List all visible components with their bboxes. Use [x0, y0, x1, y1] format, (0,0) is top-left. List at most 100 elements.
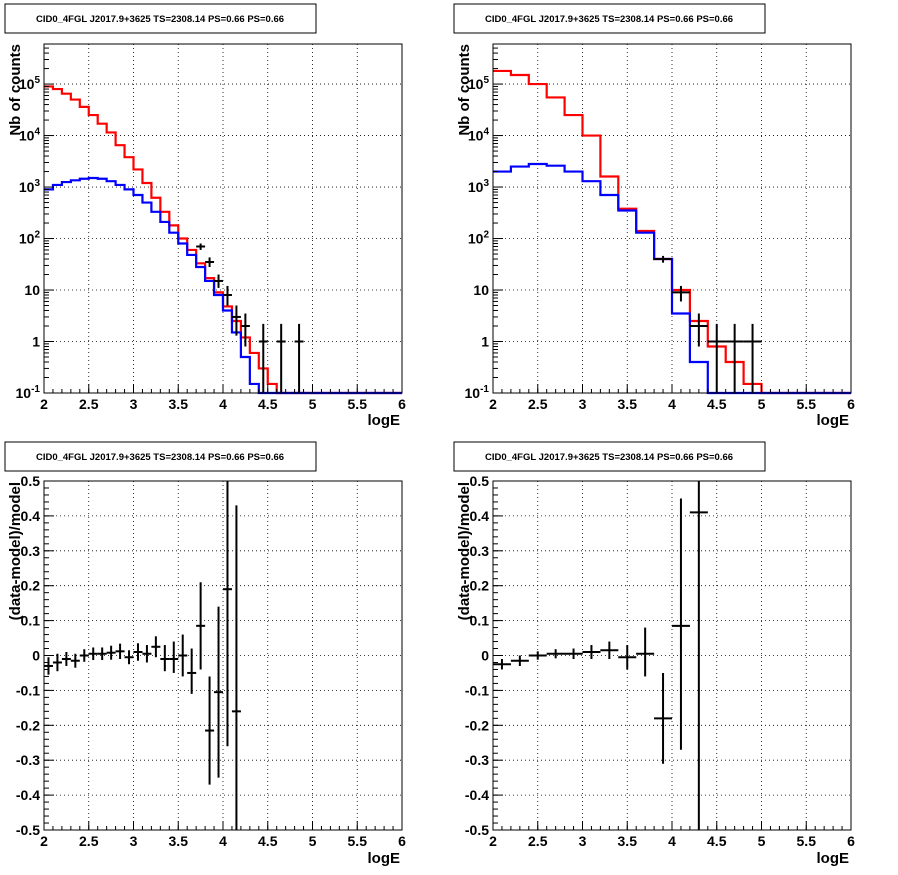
y-tick-label: 0.5	[470, 473, 490, 489]
data-point	[52, 653, 62, 672]
chart-title: CID0_4FGL J2017.9+3625 TS=2308.14 PS=0.6…	[485, 452, 733, 463]
data-point	[600, 641, 619, 659]
x-tick-label: 5	[758, 396, 766, 412]
data-point	[689, 481, 708, 830]
y-tick-label: -0.5	[465, 822, 489, 838]
data-point	[115, 643, 125, 659]
x-tick-label: 2.5	[528, 833, 548, 849]
x-tick-label: 2	[40, 833, 48, 849]
data-point	[205, 676, 215, 785]
data-point	[510, 655, 529, 666]
x-axis-label: logE	[368, 850, 401, 867]
pad-bottom-left-residuals: 2 2.5 3 3.5 4 4.5 5 5.5 6 -0.5 -0.4 -0.3 -0.2 -0.1 0 0.…	[0, 437, 449, 875]
data-point	[582, 645, 601, 659]
x-tick-label: 5	[309, 396, 317, 412]
plot-layer: 2 2.5 3 3.5 4 4.5 5 5.5 6 -0.5 -0.4 -0.3 -0.2 -0.1 0 0.…	[16, 473, 406, 849]
x-tick-label: 4	[219, 833, 227, 849]
x-tick-label: 4.5	[258, 833, 278, 849]
y-tick-label: 0.2	[21, 578, 41, 594]
x-tick-label: 4.5	[258, 396, 278, 412]
x-tick-label: 5.5	[348, 833, 368, 849]
chart-title: CID0_4FGL J2017.9+3625 TS=2308.14 PS=0.6…	[36, 14, 284, 25]
data-point	[214, 606, 224, 778]
y-tick-exponent: 3	[483, 178, 489, 189]
y-tick-label: 0.5	[21, 473, 41, 489]
x-tick-label: 5.5	[348, 396, 368, 412]
data-point	[231, 305, 241, 336]
x-tick-label: 4	[668, 396, 676, 412]
x-tick-label: 2.5	[79, 833, 99, 849]
y-tick-label: -0.3	[16, 752, 40, 768]
data-point	[79, 649, 89, 662]
y-tick-label: 1	[481, 334, 489, 350]
data-point	[654, 255, 672, 263]
data-point	[258, 323, 268, 393]
data-point	[223, 285, 232, 306]
x-tick-label: 6	[398, 396, 406, 412]
data-point	[61, 652, 71, 666]
x-tick-label: 3	[130, 833, 138, 849]
x-tick-label: 2	[40, 396, 48, 412]
data-point	[528, 651, 547, 660]
x-tick-label: 3	[579, 833, 587, 849]
title-box: CID0_4FGL J2017.9+3625 TS=2308.14 PS=0.6…	[4, 3, 317, 34]
y-tick-exponent: 3	[34, 178, 40, 189]
data-point	[169, 641, 179, 673]
y-tick-label: 10	[24, 282, 40, 298]
x-tick-label: 3.5	[169, 396, 189, 412]
data-point	[142, 645, 152, 663]
y-tick-label: 0.3	[470, 543, 490, 559]
x-tick-label: 2	[489, 396, 497, 412]
y-tick-label: -0.4	[465, 787, 489, 803]
y-tick-label: 0.2	[470, 578, 490, 594]
data-point	[196, 582, 206, 670]
x-tick-label: 3.5	[169, 833, 189, 849]
y-tick-label: -0.1	[16, 682, 40, 698]
data-point	[240, 313, 250, 347]
data-point	[618, 645, 637, 670]
data-point	[725, 323, 744, 393]
x-tick-label: 6	[398, 833, 406, 849]
data-point	[707, 323, 726, 393]
x-tick-label: 3	[579, 396, 587, 412]
x-tick-label: 2	[489, 833, 497, 849]
data-point	[151, 636, 161, 658]
y-tick-label: 0.1	[21, 613, 41, 629]
y-tick-label: -0.1	[465, 682, 489, 698]
x-tick-label: 6	[847, 396, 855, 412]
x-tick-label: 4.5	[707, 396, 727, 412]
y-tick-exponent: 5	[34, 75, 40, 86]
x-tick-label: 5	[309, 833, 317, 849]
x-tick-label: 5.5	[797, 396, 817, 412]
data-point	[564, 648, 583, 659]
data-point	[654, 672, 673, 764]
y-tick-label: -0.5	[16, 822, 40, 838]
x-tick-label: 5	[758, 833, 766, 849]
data-point	[205, 257, 215, 267]
y-axis-label: (data-model)/model	[7, 482, 24, 620]
data-point	[124, 650, 134, 665]
x-tick-label: 5.5	[797, 833, 817, 849]
y-axis-label: (data-model)/model	[456, 482, 473, 620]
y-axis-label: Nb of counts	[456, 44, 473, 136]
y-tick-label: -0.2	[465, 717, 489, 733]
chart-title: CID0_4FGL J2017.9+3625 TS=2308.14 PS=0.6…	[485, 14, 733, 25]
data-point	[672, 285, 690, 302]
y-tick-label: 10	[473, 282, 489, 298]
chart-title: CID0_4FGL J2017.9+3625 TS=2308.14 PS=0.6…	[36, 452, 284, 463]
plot-layer: 2 2.5 3 3.5 4 4.5 5 5.5 6 -0.5 -0.4 -0.3 -0.2 -0.1 0 0.…	[465, 473, 855, 849]
data-point	[70, 653, 80, 668]
y-tick-label: 0	[32, 648, 40, 664]
y-tick-label: -0.2	[16, 717, 40, 733]
y-tick-label: 0.3	[21, 543, 41, 559]
x-tick-label: 2.5	[528, 396, 548, 412]
y-tick-label: 0.4	[21, 508, 41, 524]
x-axis-label: logE	[817, 850, 850, 867]
y-tick-label: 0.4	[470, 508, 490, 524]
x-tick-label: 3.5	[618, 396, 638, 412]
pad-bottom-right-residuals: 2 2.5 3 3.5 4 4.5 5 5.5 6 -0.5 -0.4 -0.3 -0.2 -0.1 0 0.…	[449, 437, 898, 875]
x-tick-label: 6	[847, 833, 855, 849]
data-point	[636, 627, 655, 677]
y-tick-exponent: 4	[483, 127, 489, 138]
